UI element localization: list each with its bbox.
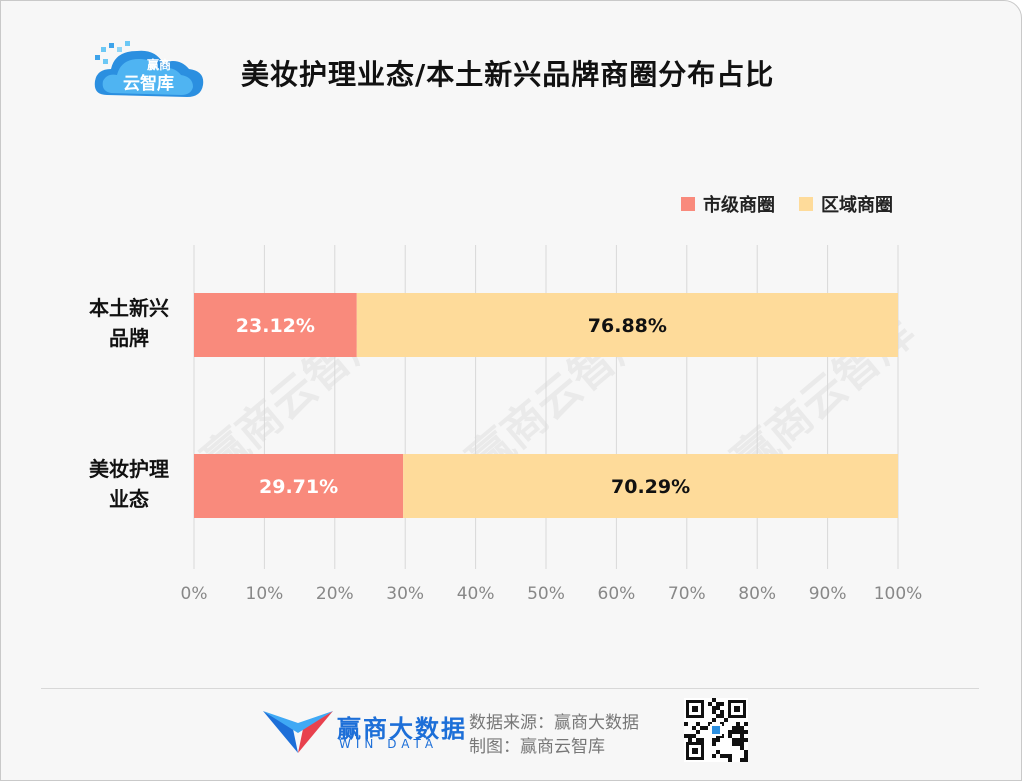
footer-brand-en: WIN DATA (339, 737, 439, 751)
legend-label-district: 区域商圈 (821, 195, 893, 216)
x-tick-label: 80% (738, 584, 776, 604)
source-info: 数据来源：赢商大数据 制图：赢商云智库 (469, 711, 639, 759)
category-label: 品牌 (109, 326, 149, 350)
x-tick-label: 30% (386, 584, 424, 604)
maker-line: 制图：赢商云智库 (469, 737, 605, 757)
legend-swatch-district (799, 197, 813, 211)
x-tick-label: 0% (181, 584, 208, 604)
legend-swatch-city (681, 197, 695, 211)
data-label: 29.71% (259, 476, 338, 498)
logo-text-top: 赢商 (147, 57, 171, 72)
footer-brand-cn: 赢商大数据 (337, 715, 467, 743)
x-tick-label: 60% (598, 584, 636, 604)
source-line: 数据来源：赢商大数据 (469, 713, 639, 733)
footer-divider (41, 688, 979, 689)
logo-text-bottom: 云智库 (123, 73, 174, 94)
x-tick-label: 40% (457, 584, 495, 604)
x-tick-label: 10% (246, 584, 284, 604)
x-tick-label: 50% (527, 584, 565, 604)
bar-segment (403, 454, 898, 518)
x-tick-label: 90% (809, 584, 847, 604)
bar-segment (194, 454, 404, 518)
yingshang-cloud-logo: 赢商 云智库 (94, 41, 204, 97)
legend-item-district: 区域商圈 (799, 191, 893, 217)
category-label: 本土新兴 (89, 296, 169, 320)
stacked-bar-chart: 0% 10% 20% 30% 40% 50% 60% 70% 80% 90% 100% 23.12% 7… (89, 245, 923, 604)
legend-label-city: 市级商圈 (703, 195, 775, 216)
x-tick-label: 20% (316, 584, 354, 604)
category-label: 美妆护理 (89, 457, 169, 481)
data-label: 76.88% (588, 315, 667, 337)
category-label: 业态 (109, 487, 149, 511)
x-tick-label: 100% (874, 584, 923, 604)
chart-title: 美妆护理业态/本土新兴品牌商圈分布占比 (241, 58, 775, 91)
data-label: 70.29% (611, 476, 690, 498)
win-data-logo (263, 711, 333, 753)
qr-code-icon (684, 698, 748, 762)
bar-segment (194, 293, 357, 357)
bar-segment (356, 293, 899, 357)
legend: 市级商圈 区域商圈 (681, 191, 893, 217)
data-label: 23.12% (236, 315, 315, 337)
x-tick-label: 70% (668, 584, 706, 604)
legend-item-city: 市级商圈 (681, 191, 775, 217)
